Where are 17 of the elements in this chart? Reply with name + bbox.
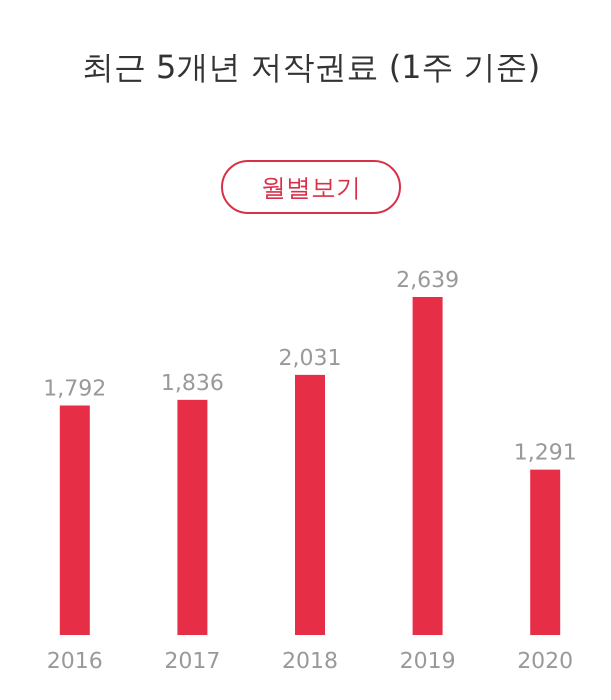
button: 월별보기 xyxy=(221,160,401,214)
x-tick-label: 2017 xyxy=(164,649,220,674)
bar xyxy=(530,470,560,635)
bar xyxy=(295,374,325,635)
data-label: 2,031 xyxy=(278,346,342,371)
x-tick-label: 2018 xyxy=(282,649,338,674)
data-label: 1,792 xyxy=(43,376,106,402)
bar xyxy=(177,400,208,635)
x-tick-label: 2019 xyxy=(400,649,456,674)
bar xyxy=(60,405,90,635)
data-label: 1,291 xyxy=(514,440,577,466)
chart-title: 최근 5개년 저작권료 (1주 기준) xyxy=(82,48,540,86)
x-tick-label: 2020 xyxy=(517,649,574,674)
bar xyxy=(412,297,443,635)
data-label: 2,639 xyxy=(396,268,460,293)
x-tick-label: 2016 xyxy=(46,649,103,674)
data-label: 1,836 xyxy=(160,370,224,396)
